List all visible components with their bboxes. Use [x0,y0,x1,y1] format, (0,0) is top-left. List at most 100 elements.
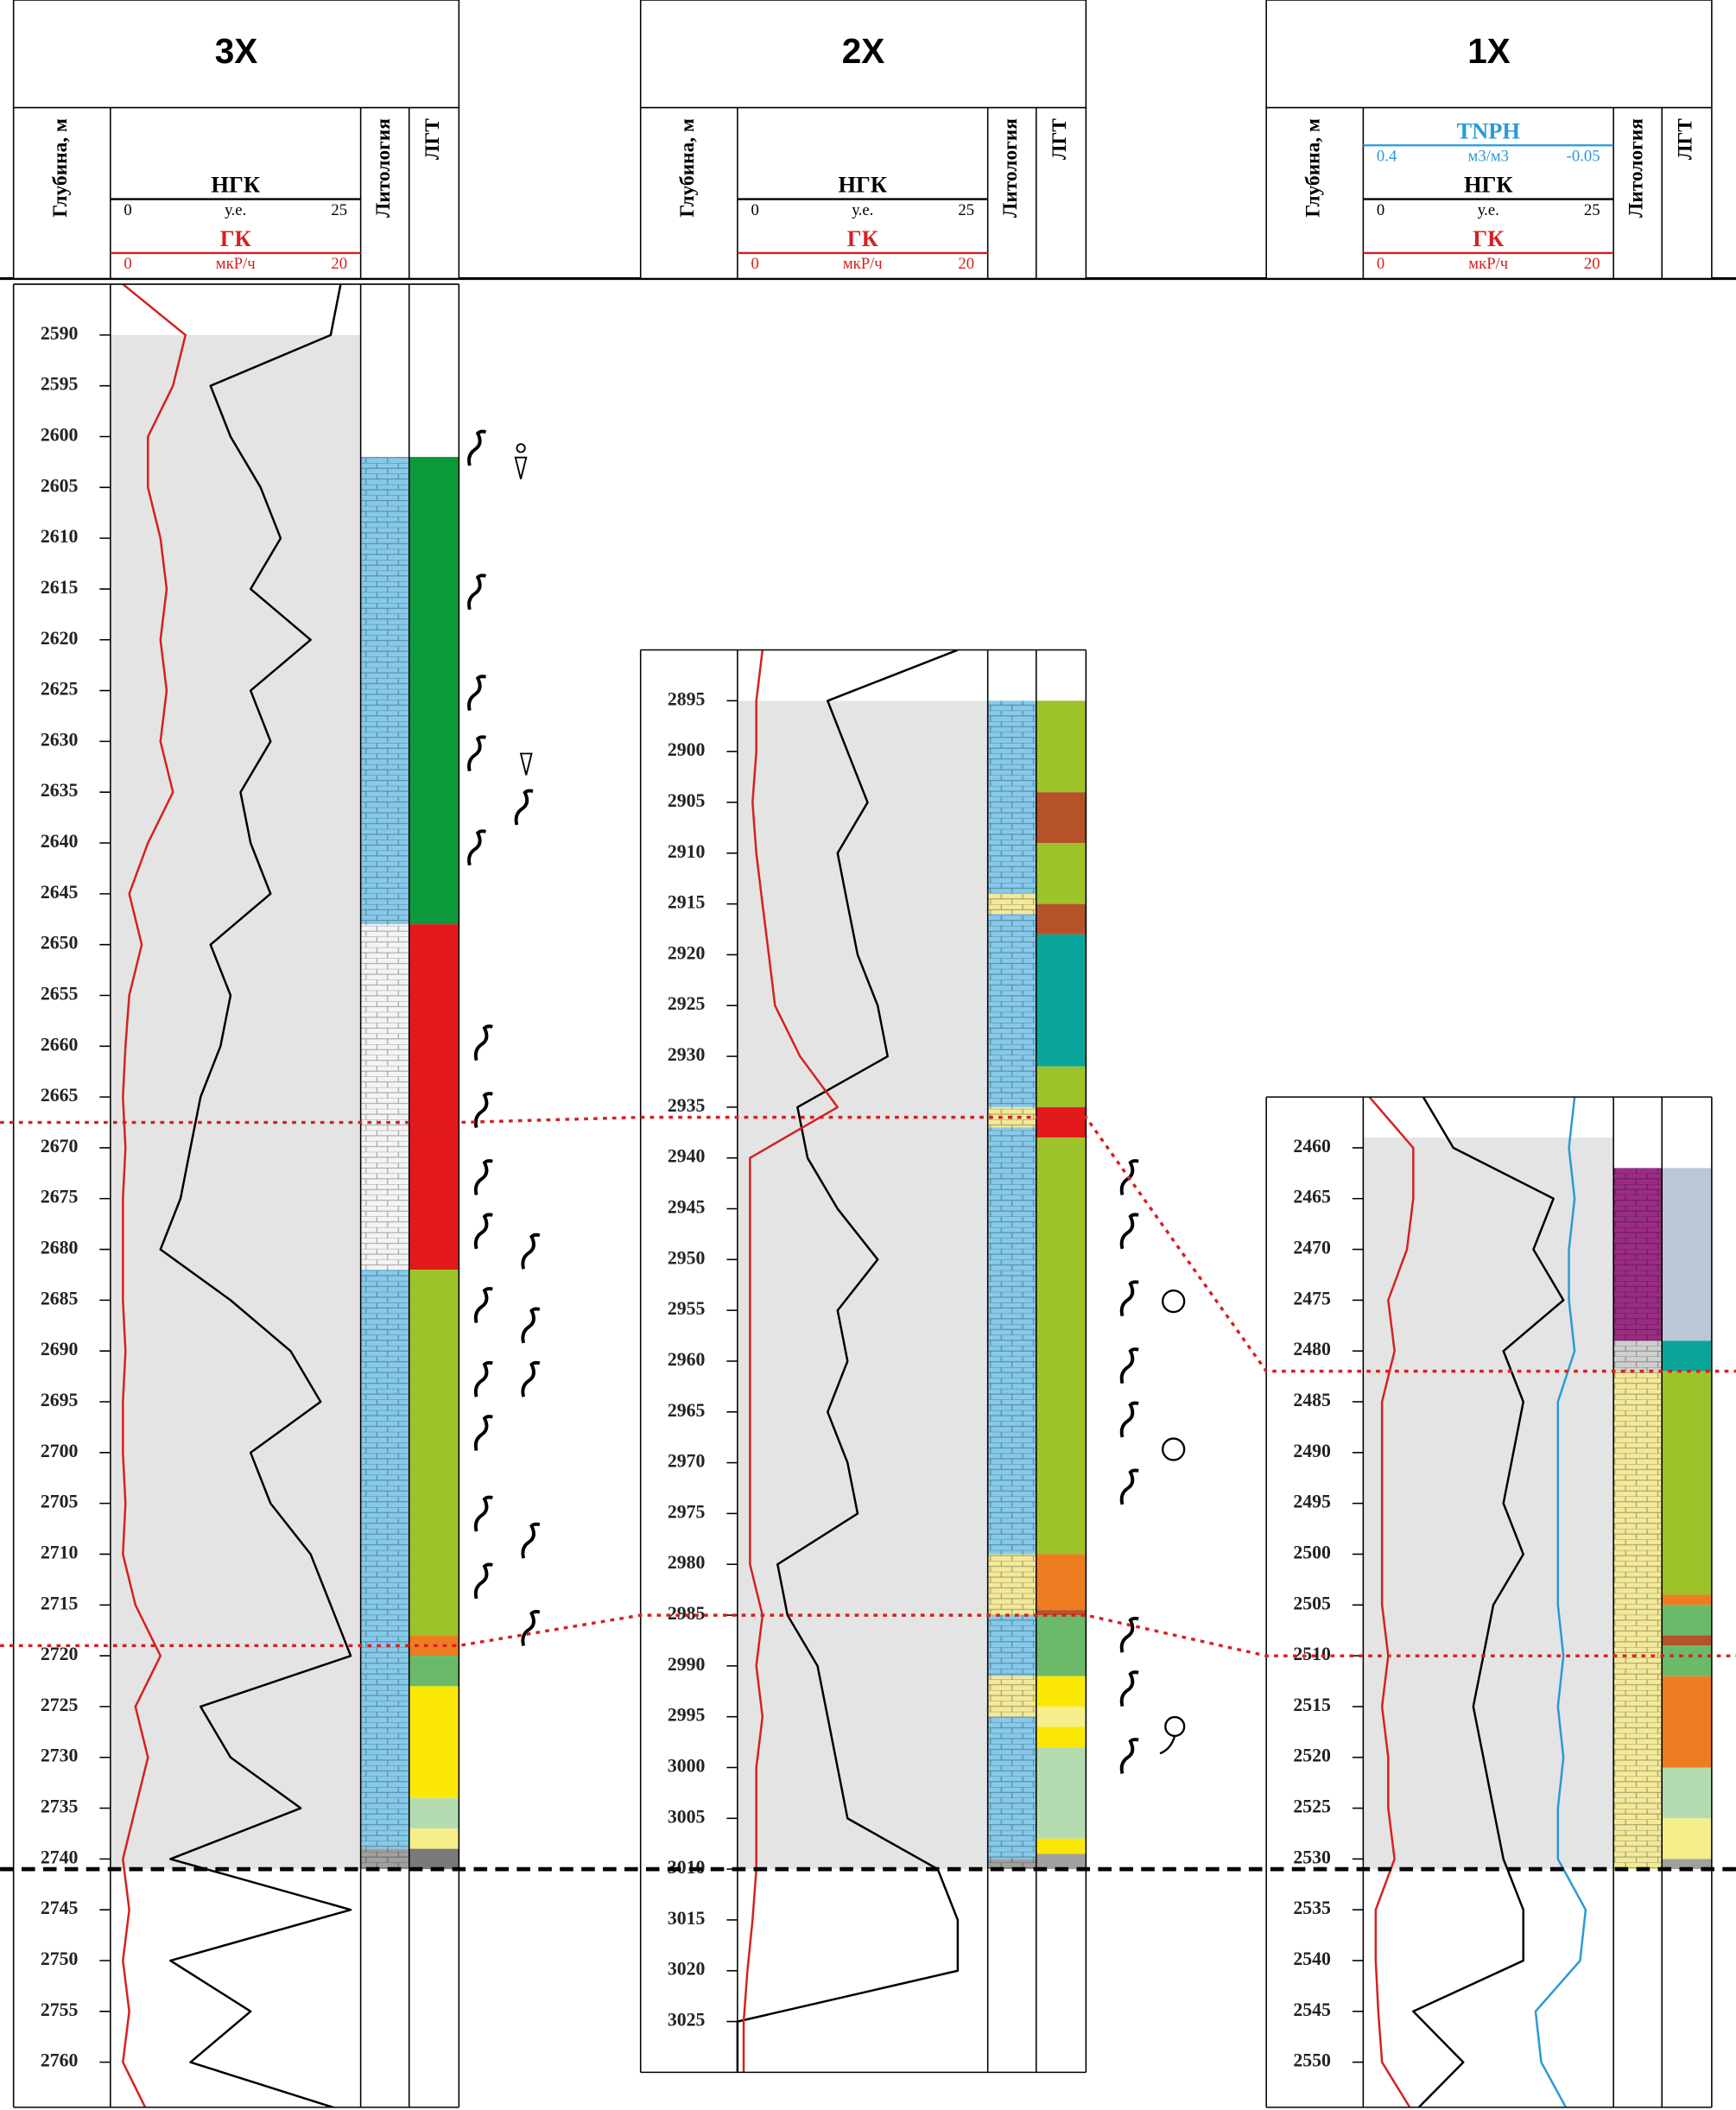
log-curve [1534,1097,1587,2107]
track: 2590 2595 2600 2605 2610 2615 2620 2625 2630 2635… [13,284,459,2107]
lithology-pattern [360,457,409,925]
curve-name: ГК [220,225,251,251]
lithology-pattern [987,700,1036,894]
depth-tick-label: 2935 [668,1095,706,1116]
lithology-pattern [987,1859,1036,1870]
facies-interval [409,457,459,925]
facies-interval [409,1848,459,1870]
depth-tick-label: 2660 [41,1034,79,1055]
depth-tick-label: 2535 [1293,1898,1331,1918]
depth-tick-label: 2725 [41,1695,79,1715]
scale-unit: мкР/ч [216,255,256,273]
depth-tick-label: 2520 [1293,1746,1331,1766]
shaded-interval [737,700,988,1870]
depth-header: Глубина, м [1302,118,1325,218]
header-title-box [12,0,460,109]
shaded-interval [110,334,361,1870]
well-name: 3X [215,31,258,71]
depth-tick-label: 2695 [41,1390,79,1410]
depth-tick-label: 2710 [41,1542,79,1562]
depth-tick-label: 2500 [1293,1542,1331,1562]
correlation-line [0,1613,1736,1657]
depth-tick-label: 2675 [41,1187,79,1207]
facies-interval [409,1656,459,1687]
depth-tick-label: 2685 [41,1288,79,1308]
scale-min: 0 [751,255,758,273]
depth-tick-label: 2755 [41,1999,79,2020]
lithology-pattern [987,1554,1036,1616]
header-sub-box [1265,106,1713,280]
depth-tick-label: 2595 [41,374,79,395]
facies-interval [1036,700,1087,793]
curve-name: ГК [1473,225,1504,251]
facies-interval [1036,1066,1087,1107]
curve-name: TNPH [1456,117,1520,143]
curve-name: ГК [847,225,878,251]
depth-tick-label: 2470 [1293,1238,1331,1258]
facies-interval [1036,1853,1087,1870]
scale-unit: мкР/ч [843,255,883,273]
depth-tick-label: 3015 [668,1908,706,1929]
depth-tick-label: 2505 [1293,1593,1331,1613]
depth-tick-label: 2600 [41,425,79,446]
facies-interval [1036,843,1087,904]
depth-tick-label: 2905 [668,790,706,811]
depth-tick-label: 2995 [668,1705,706,1726]
depth-tick-label: 2525 [1293,1796,1331,1817]
curve-name: НГК [1464,172,1513,198]
depth-tick-label: 2495 [1293,1492,1331,1512]
correlation-line [0,1115,1736,1373]
lithology-pattern [1613,1168,1663,1341]
depth-tick-label: 2650 [41,933,79,954]
depth-tick-label: 2760 [41,2050,79,2071]
lithology-pattern [360,924,409,1270]
curve-name: НГК [211,172,260,198]
depth-tick-label: 2625 [41,679,79,700]
depth-tick-label: 2920 [668,942,706,963]
depth-header: Глубина, м [676,118,699,218]
depth-tick-label: 2945 [668,1197,706,1218]
facies-interval [1036,1746,1087,1839]
well-name: 2X [842,31,885,71]
depth-tick-label: 2665 [41,1085,79,1106]
well: 3X Глубина, м Литология ЛГТ НГК 0 у.е. 25 ГК 0 мкР… [12,0,460,2108]
facies-interval [1036,1137,1087,1555]
facies-interval [1036,1615,1087,1676]
depth-tick-label: 2545 [1293,1999,1331,2020]
facies-header: ЛГТ [1049,118,1071,160]
facies-interval [1036,1706,1087,1727]
shaded-interval [1363,1137,1614,1870]
depth-tick-label: 2640 [41,831,79,852]
facies-header: ЛГТ [421,118,444,160]
depth-tick-label: 2690 [41,1339,79,1359]
facies-interval [1036,1610,1087,1616]
depth-tick-label: 2925 [668,993,706,1014]
depth-tick-label: 2960 [668,1349,706,1370]
depth-tick-label: 2955 [668,1298,706,1319]
log-curve [159,284,352,2107]
depth-tick-label: 2610 [41,526,79,547]
depth-tick-label: 2605 [41,475,79,496]
depth-tick-label: 2990 [668,1654,706,1675]
facies-interval [409,1828,459,1849]
depth-tick-label: 3005 [668,1806,706,1827]
lithology-header: Литология [1625,118,1648,218]
depth-tick-label: 2735 [41,1796,79,1817]
scale-max: 25 [958,201,974,219]
header-sub-box [12,106,460,280]
depth-header: Глубина, м [49,118,72,218]
facies-interval [1036,1106,1087,1138]
depth-tick-label: 2895 [668,688,706,709]
depth-tick-label: 2530 [1293,1847,1331,1867]
facies-interval [409,924,459,1270]
facies-interval [1662,1818,1712,1860]
depth-tick-label: 2750 [41,1948,79,1969]
scale-unit: у.е. [225,201,246,219]
lithology-pattern [987,1127,1036,1555]
depth-tick-label: 2715 [41,1593,79,1613]
depth-tick-label: 2620 [41,628,79,649]
depth-tick-label: 2590 [41,323,79,344]
lithology-header: Литология [999,118,1022,218]
depth-tick-label: 2970 [668,1451,706,1472]
facies-interval [409,1797,459,1829]
